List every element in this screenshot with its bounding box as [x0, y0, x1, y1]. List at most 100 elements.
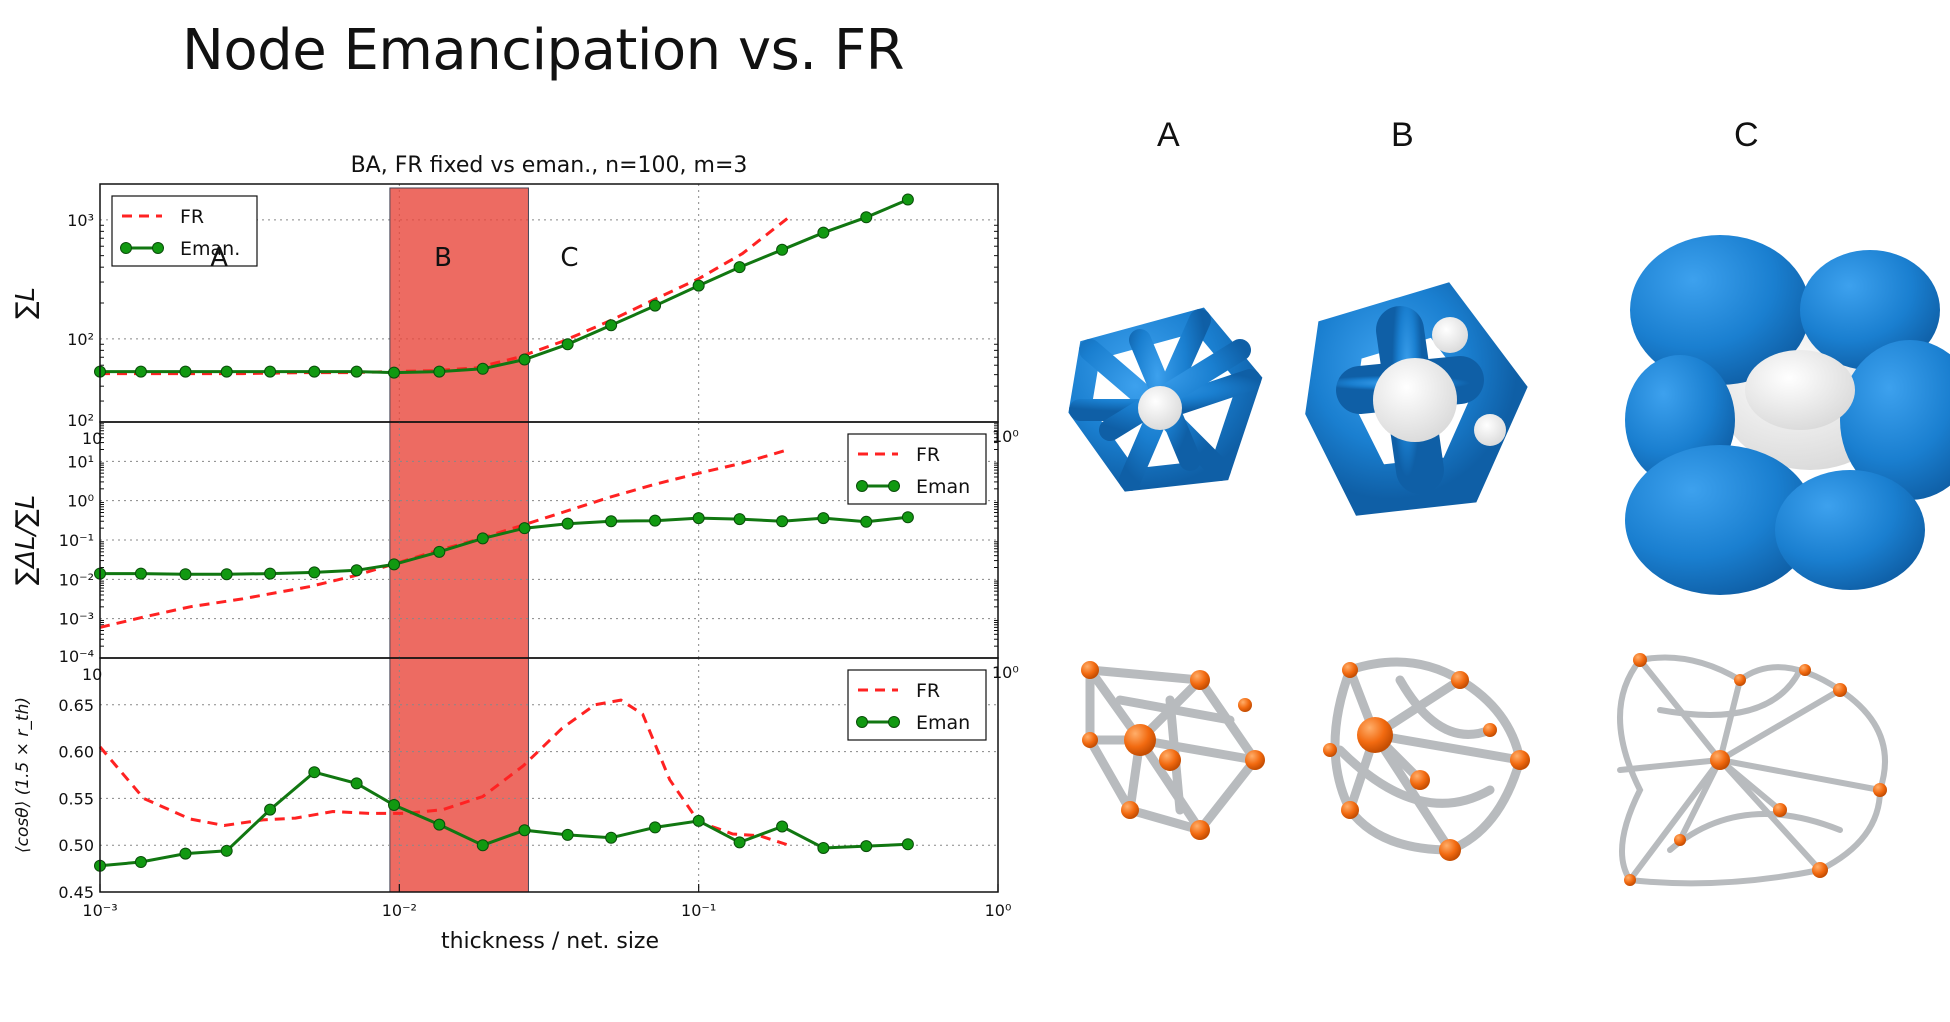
overlap-tick-right: 10⁰: [992, 663, 1019, 682]
legend-label: FR: [916, 444, 940, 466]
data-point: [388, 798, 401, 811]
data-point: [817, 512, 830, 525]
extra-y-tick: 10⁻⁴: [59, 647, 94, 666]
data-point: [134, 365, 147, 378]
data-point: [901, 838, 914, 851]
data-point: [433, 818, 446, 831]
data-point: [733, 261, 746, 274]
y-tick-label: 10⁻¹: [59, 531, 94, 550]
legend-marker: [888, 716, 900, 728]
y-tick-label: 0.65: [58, 696, 94, 715]
legend-marker: [856, 716, 868, 728]
data-point: [561, 338, 574, 351]
overlap-tick-left: 10: [82, 429, 102, 448]
render-a-orange: [1081, 661, 1265, 840]
data-point: [433, 365, 446, 378]
legend-box: [847, 433, 987, 505]
series-line-fr: [98, 698, 790, 847]
data-point: [692, 279, 705, 292]
y-axis-label: ⟨cosθ⟩ (1.5 × r_th): [13, 697, 33, 853]
data-point: [350, 564, 363, 577]
data-point: [264, 803, 277, 816]
legend-marker: [888, 480, 900, 492]
legend-label: FR: [916, 680, 940, 702]
chart-title: BA, FR fixed vs eman., n=100, m=3: [351, 153, 748, 178]
legend: FR Eman: [847, 669, 987, 741]
series-line-eman: [100, 515, 909, 576]
y-tick-label: 10⁻³: [59, 610, 94, 629]
data-point: [649, 299, 662, 312]
data-point: [433, 545, 446, 558]
data-point: [605, 831, 618, 844]
legend-label: Eman: [916, 712, 970, 734]
y-tick-label: 0.45: [58, 883, 94, 902]
y-tick-label: 10¹: [67, 452, 94, 471]
legend-marker: [856, 480, 868, 492]
legend: FR Eman.: [111, 195, 258, 267]
x-axis-label: thickness / net. size: [441, 929, 659, 954]
legend-label: Eman.: [180, 238, 240, 260]
data-point: [518, 522, 531, 535]
legend: FR Eman: [847, 433, 987, 505]
data-point: [179, 568, 192, 581]
data-point: [388, 366, 401, 379]
data-point: [264, 567, 277, 580]
y-tick-label: 0.60: [58, 743, 94, 762]
data-point: [561, 828, 574, 841]
data-point: [134, 567, 147, 580]
render-label-c: C: [1734, 116, 1759, 154]
highlight-region-b: [389, 187, 529, 893]
y-tick-label: 0.55: [58, 789, 94, 808]
data-point: [605, 319, 618, 332]
slide-title: Node Emancipation vs. FR: [182, 18, 905, 83]
y-axis-label: ∑ΔL/∑L: [11, 495, 41, 586]
data-point: [134, 856, 147, 869]
extra-y-tick: 10²: [67, 411, 94, 430]
data-point: [692, 814, 705, 827]
data-point: [649, 821, 662, 834]
render-b-orange: [1323, 657, 1530, 861]
overlap-tick-left: 10: [82, 665, 102, 684]
y-tick-label: 10⁰: [67, 492, 94, 511]
data-point: [308, 566, 321, 579]
chart-svg: BA, FR fixed vs eman., n=100, m=3 10² 10³ ∑…: [11, 153, 1019, 954]
data-point: [264, 365, 277, 378]
render-label-b: B: [1391, 116, 1414, 154]
y-tick-label: 10³: [67, 211, 94, 230]
data-point: [901, 193, 914, 206]
data-point: [605, 515, 618, 528]
data-point: [817, 842, 830, 855]
data-point: [860, 211, 873, 224]
render-a-blue: [1068, 307, 1263, 492]
data-point: [476, 362, 489, 375]
x-tick-label: 10⁻³: [82, 901, 117, 920]
y-tick-label: 10²: [67, 330, 94, 349]
data-point: [308, 766, 321, 779]
data-point: [649, 514, 662, 527]
render-c-blue: [1625, 235, 1950, 595]
x-tick-label: 10⁻²: [382, 901, 417, 920]
data-point: [179, 365, 192, 378]
series-line-eman: [99, 770, 908, 868]
y-axis-label: ∑L: [11, 287, 41, 319]
legend-box: [111, 195, 258, 267]
x-tick-label: 10⁻¹: [681, 901, 716, 920]
data-point: [476, 532, 489, 545]
series-line-eman: [100, 198, 909, 375]
data-point: [350, 777, 363, 790]
data-point: [220, 568, 233, 581]
data-point: [860, 515, 873, 528]
data-point: [860, 840, 873, 853]
region-label: A: [210, 243, 228, 273]
data-point: [308, 365, 321, 378]
network-renders: [1068, 235, 1950, 887]
data-point: [776, 515, 789, 528]
data-point: [220, 365, 233, 378]
data-point: [733, 513, 746, 526]
data-point: [518, 353, 531, 366]
render-b-blue: [1305, 282, 1528, 516]
axes-frame: [99, 657, 999, 893]
region-label: C: [560, 243, 578, 273]
x-tick-label: 10⁰: [985, 901, 1012, 920]
legend-marker: [120, 242, 132, 254]
